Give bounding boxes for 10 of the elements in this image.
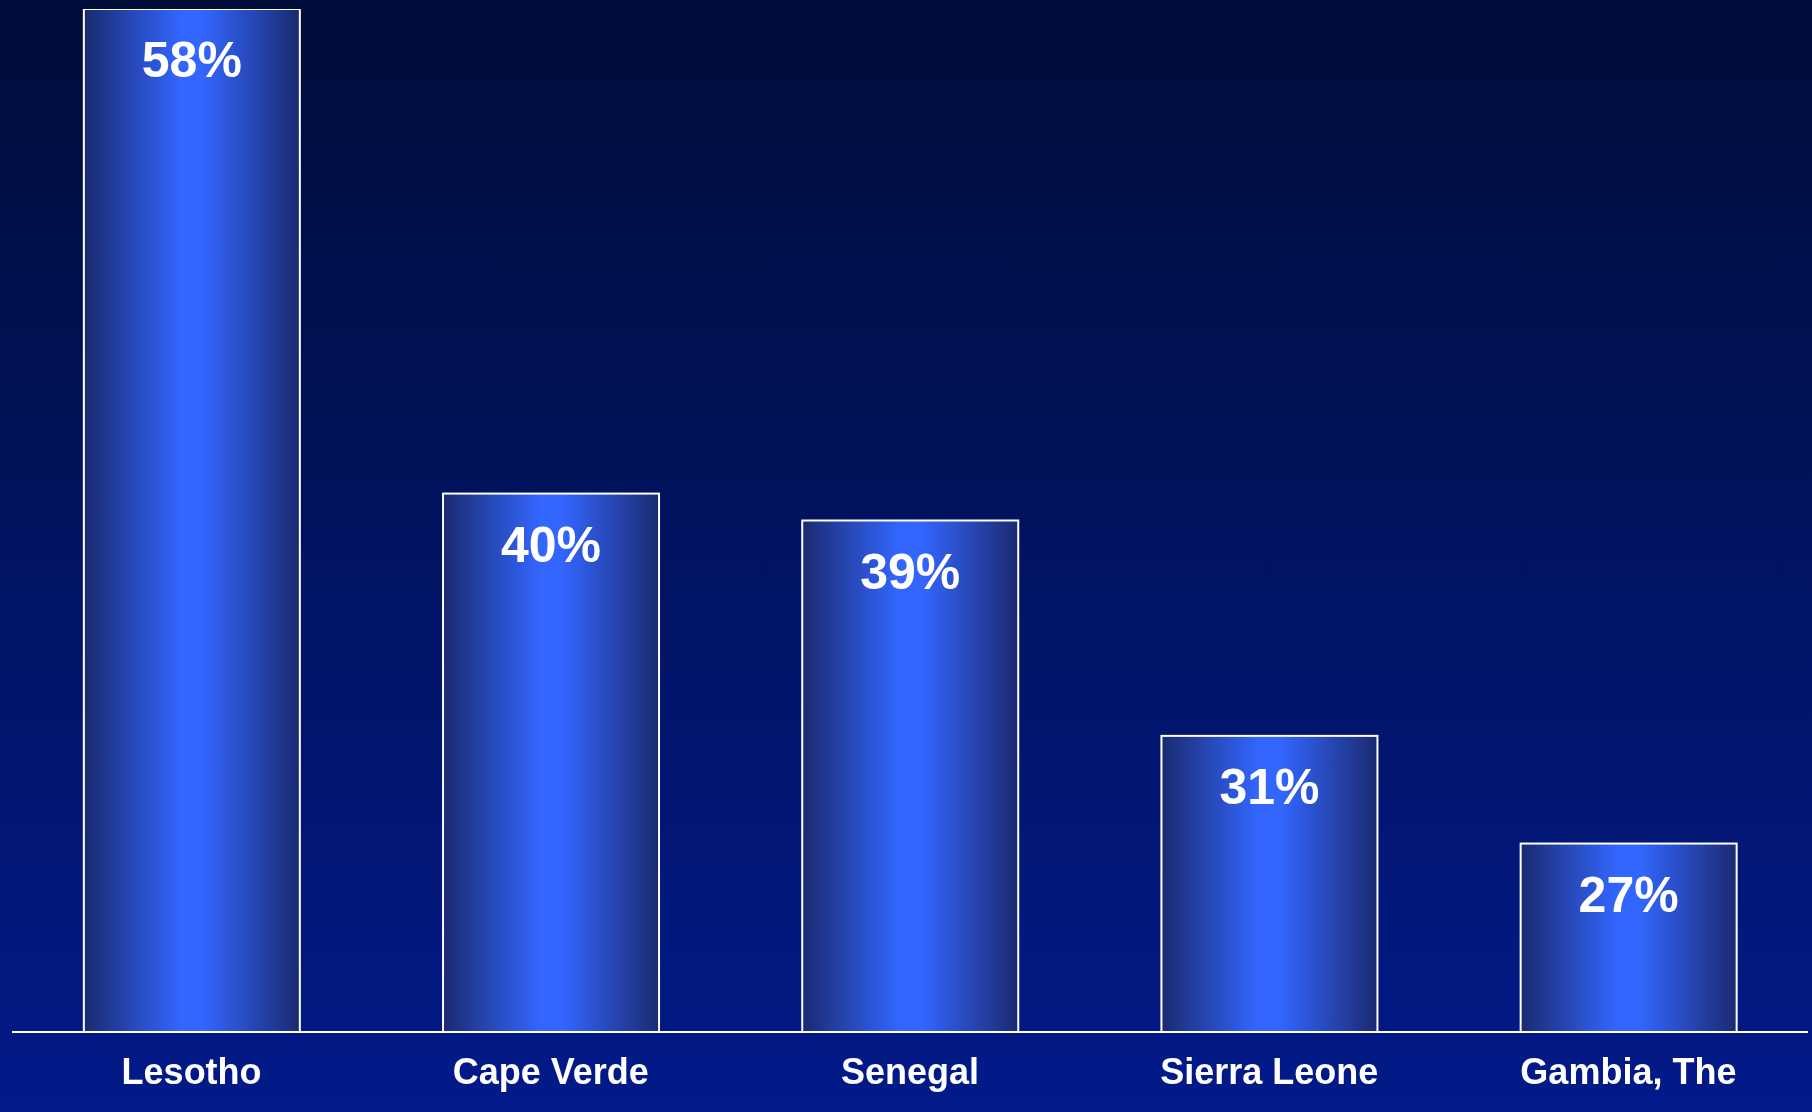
x-tick-label: Sierra Leone xyxy=(1160,1050,1379,1092)
data-label: 39% xyxy=(860,543,961,600)
data-label: 27% xyxy=(1578,866,1679,923)
x-tick-label: Cape Verde xyxy=(452,1050,649,1092)
x-tick-label: Gambia, The xyxy=(1520,1050,1737,1092)
data-label: 40% xyxy=(501,516,602,573)
data-label: 31% xyxy=(1219,758,1320,815)
data-label: 58% xyxy=(141,32,242,88)
x-tick-label: Senegal xyxy=(840,1050,980,1092)
x-tick-label: Lesotho xyxy=(121,1050,262,1092)
